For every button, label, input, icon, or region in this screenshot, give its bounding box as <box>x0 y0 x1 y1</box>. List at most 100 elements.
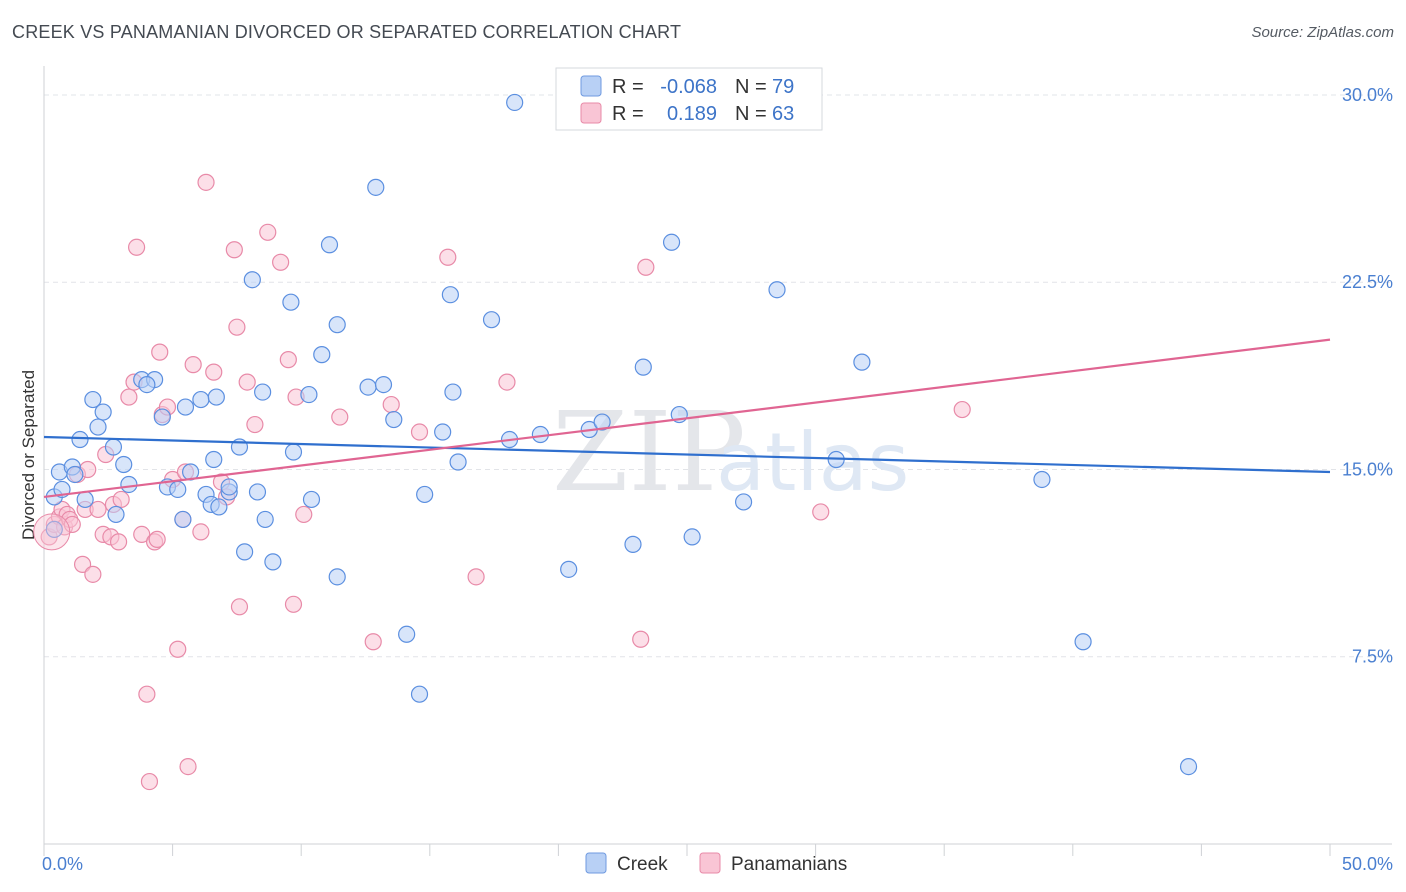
legend-n-label-panamanians: N = <box>735 103 767 125</box>
y-tick-label: 7.5% <box>1352 647 1393 667</box>
point-creek <box>1033 470 1051 489</box>
legend: R = -0.068 N = 79 R = 0.189 N = 63 <box>555 67 823 131</box>
point-panamanians <box>89 500 107 519</box>
point-creek <box>410 685 429 703</box>
point-panamanians <box>148 530 166 548</box>
point-creek <box>284 443 303 461</box>
point-creek <box>593 413 611 431</box>
point-panamanians <box>364 633 382 651</box>
point-panamanians <box>151 343 169 361</box>
watermark-atlas: atlas <box>716 416 909 509</box>
point-panamanians <box>33 513 71 551</box>
point-panamanians <box>179 757 197 776</box>
point-creek <box>560 560 578 578</box>
point-panamanians <box>284 595 303 613</box>
point-panamanians <box>63 515 81 534</box>
point-panamanians <box>295 505 313 524</box>
legend-r-label-creek: R = <box>612 76 644 98</box>
point-creek <box>107 505 125 524</box>
legend-n-value-creek: 79 <box>772 76 794 98</box>
point-panamanians <box>184 356 202 374</box>
point-creek <box>66 465 84 484</box>
point-creek <box>236 543 254 561</box>
point-creek <box>385 410 403 429</box>
legend-n-value-panamanians: 63 <box>772 103 794 125</box>
point-creek <box>624 535 642 553</box>
y-tick-label: 15.0% <box>1342 459 1393 479</box>
point-creek <box>662 233 681 251</box>
point-creek <box>683 528 701 546</box>
point-creek <box>634 358 652 376</box>
bottom-legend-label-creek: Creek <box>617 854 668 875</box>
point-creek <box>444 383 462 401</box>
point-creek <box>205 450 223 469</box>
y-tick-labels: 7.5% 15.0% 22.5% 30.0% <box>1342 85 1393 667</box>
point-panamanians <box>205 363 223 381</box>
legend-row-panamanians: R = 0.189 N = 63 <box>580 102 794 125</box>
x-tick-labels: 0.0% 50.0% <box>42 854 1393 874</box>
point-panamanians <box>112 490 130 509</box>
point-creek <box>328 316 346 334</box>
point-panamanians <box>439 248 457 266</box>
point-panamanians <box>410 423 429 441</box>
bottom-legend: Creek Panamanians <box>585 852 847 875</box>
point-panamanians <box>73 555 92 573</box>
legend-r-value-creek: -0.068 <box>660 76 717 98</box>
y-axis-title: Divorced or Separated <box>19 370 38 540</box>
point-panamanians <box>225 241 243 259</box>
point-creek <box>734 493 753 511</box>
point-panamanians <box>246 415 264 434</box>
point-creek <box>300 385 318 404</box>
point-creek <box>153 408 171 426</box>
point-creek <box>313 346 331 364</box>
point-creek <box>174 510 192 529</box>
point-creek <box>248 483 267 501</box>
point-creek <box>94 403 112 421</box>
point-creek <box>254 383 272 401</box>
point-panamanians <box>238 373 256 391</box>
point-panamanians <box>279 351 297 369</box>
point-creek <box>210 498 228 516</box>
point-creek <box>1179 757 1198 776</box>
legend-row-creek: R = -0.068 N = 79 <box>580 75 794 98</box>
point-creek <box>282 293 300 311</box>
legend-r-label-panamanians: R = <box>612 103 644 125</box>
bottom-legend-label-panamanians: Panamanians <box>731 854 847 875</box>
trend-line-panamanians <box>43 338 1331 499</box>
point-creek <box>120 475 138 494</box>
y-tick-label: 22.5% <box>1342 272 1393 292</box>
y-tick-label: 30.0% <box>1342 85 1393 105</box>
axes <box>43 66 1392 856</box>
point-creek <box>192 390 210 409</box>
legend-swatch-creek <box>580 75 602 97</box>
legend-n-label-creek: N = <box>735 76 767 98</box>
point-creek <box>449 453 467 471</box>
trend-line-creek <box>43 435 1331 474</box>
point-panamanians <box>812 503 830 521</box>
point-creek <box>441 286 459 304</box>
point-creek <box>434 423 452 441</box>
point-creek <box>1074 633 1092 651</box>
point-panamanians <box>127 238 146 256</box>
point-creek <box>115 455 133 474</box>
point-creek <box>84 390 102 409</box>
point-creek <box>320 236 339 254</box>
trend-lines <box>43 338 1331 499</box>
point-panamanians <box>197 173 215 191</box>
point-creek <box>367 178 385 196</box>
point-creek <box>374 375 393 394</box>
point-panamanians <box>230 598 249 616</box>
point-creek <box>138 375 156 394</box>
point-creek <box>768 281 786 299</box>
point-creek <box>482 311 501 329</box>
legend-swatch-panamanians <box>580 102 602 124</box>
point-creek <box>243 271 261 289</box>
point-creek <box>328 568 346 586</box>
point-creek <box>398 625 416 643</box>
point-panamanians <box>498 373 516 391</box>
x-tick-label-max: 50.0% <box>1342 854 1393 874</box>
point-creek <box>45 520 63 539</box>
point-panamanians <box>331 408 349 426</box>
point-panamanians <box>228 318 246 336</box>
